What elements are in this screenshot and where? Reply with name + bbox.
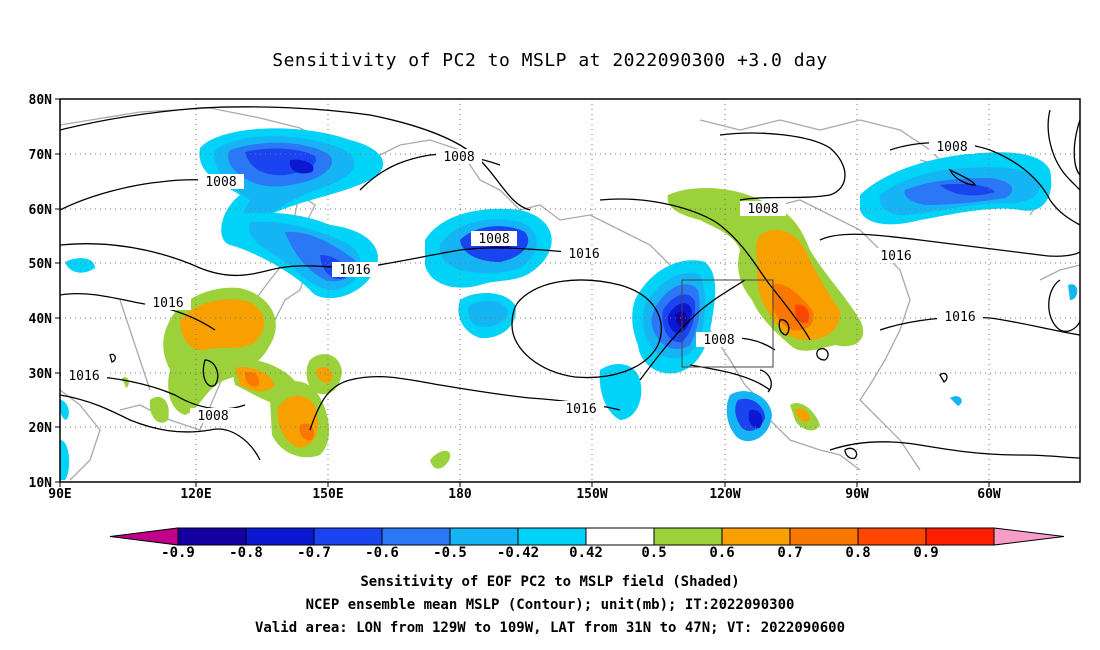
map-frame (59, 98, 1081, 483)
colorbar-segment (789, 527, 859, 546)
colorbar-segment (925, 527, 995, 546)
contour-label: 1008 (747, 202, 778, 217)
colorbar-segment (585, 527, 655, 546)
colorbar-label: 0.9 (913, 545, 938, 561)
colorbar-segment (857, 527, 927, 546)
contour-label: 1008 (936, 140, 967, 155)
lat-label-50n: 50N (29, 257, 53, 272)
mslp-contours (60, 106, 1080, 461)
lat-label-20n: 20N (29, 421, 53, 436)
lat-label-40n: 40N (29, 312, 53, 327)
contour-label: 1008 (205, 175, 236, 190)
contour-label: 1008 (443, 150, 474, 165)
colorbar-segment (721, 527, 791, 546)
contour-label: 1016 (565, 402, 596, 417)
colorbar-label: -0.9 (161, 545, 195, 561)
contour-label: 1016 (339, 263, 370, 278)
colorbar-label: -0.7 (297, 545, 331, 561)
lon-label-150e: 150E (312, 487, 343, 502)
contour-label: 1008 (197, 409, 228, 424)
lat-label-80n: 80N (29, 93, 53, 108)
colorbar-label: 0.6 (709, 545, 734, 561)
colorbar-label: -0.6 (365, 545, 399, 561)
caption-line-3: Valid area: LON from 129W to 109W, LAT f… (254, 620, 845, 636)
colorbar-label: -0.8 (229, 545, 263, 561)
positive-sensitivity-areas (122, 188, 864, 469)
lon-label-120w: 120W (709, 487, 740, 502)
contour-label: 1016 (944, 310, 975, 325)
colorbar-segment (313, 527, 383, 546)
colorbar-segment (245, 527, 315, 546)
contour-label: 1016 (568, 247, 599, 262)
colorbar (109, 527, 1065, 546)
colorbar-left-arrow (109, 527, 179, 546)
lon-label-180: 180 (448, 487, 472, 502)
colorbar-right-arrow (993, 527, 1065, 546)
lon-label-150w: 150W (576, 487, 607, 502)
colorbar-label: 0.42 (569, 545, 603, 561)
colorbar-labels: -0.9 -0.8 -0.7 -0.6 -0.5 -0.42 0.42 0.5 … (161, 545, 939, 561)
contour-label: 1008 (703, 333, 734, 348)
lat-label-60n: 60N (29, 203, 53, 218)
colorbar-label: 0.7 (777, 545, 802, 561)
colorbar-label: 0.8 (845, 545, 870, 561)
lon-label-90e: 90E (48, 487, 71, 502)
colorbar-segment (381, 527, 451, 546)
caption-line-1: Sensitivity of EOF PC2 to MSLP field (Sh… (360, 574, 740, 590)
lat-label-70n: 70N (29, 148, 53, 163)
colorbar-segment (517, 527, 587, 546)
colorbar-segment (177, 527, 247, 546)
map-plot-area (60, 99, 1080, 482)
colorbar-label: 0.5 (641, 545, 666, 561)
contour-labels: 1008 1008 1016 1008 1016 1016 1016 1016 … (61, 139, 983, 424)
lat-label-30n: 30N (29, 367, 53, 382)
colorbar-segment (449, 527, 519, 546)
contour-label: 1008 (478, 232, 509, 247)
colorbar-label: -0.5 (433, 545, 467, 561)
validation-box (681, 279, 774, 368)
colorbar-label: -0.42 (497, 545, 539, 561)
lat-label-10n: 10N (29, 476, 53, 491)
negative-sensitivity-areas (60, 128, 1078, 480)
lon-label-120e: 120E (180, 487, 211, 502)
axis-ticks (55, 98, 990, 487)
lon-label-60w: 60W (977, 487, 1001, 502)
lon-label-90w: 90W (845, 487, 869, 502)
contour-label: 1016 (152, 296, 183, 311)
caption-line-2: NCEP ensemble mean MSLP (Contour); unit(… (305, 597, 795, 613)
map-title: Sensitivity of PC2 to MSLP at 2022090300… (272, 50, 828, 71)
contour-label: 1016 (880, 249, 911, 264)
colorbar-segment (653, 527, 723, 546)
contour-label: 1016 (68, 369, 99, 384)
